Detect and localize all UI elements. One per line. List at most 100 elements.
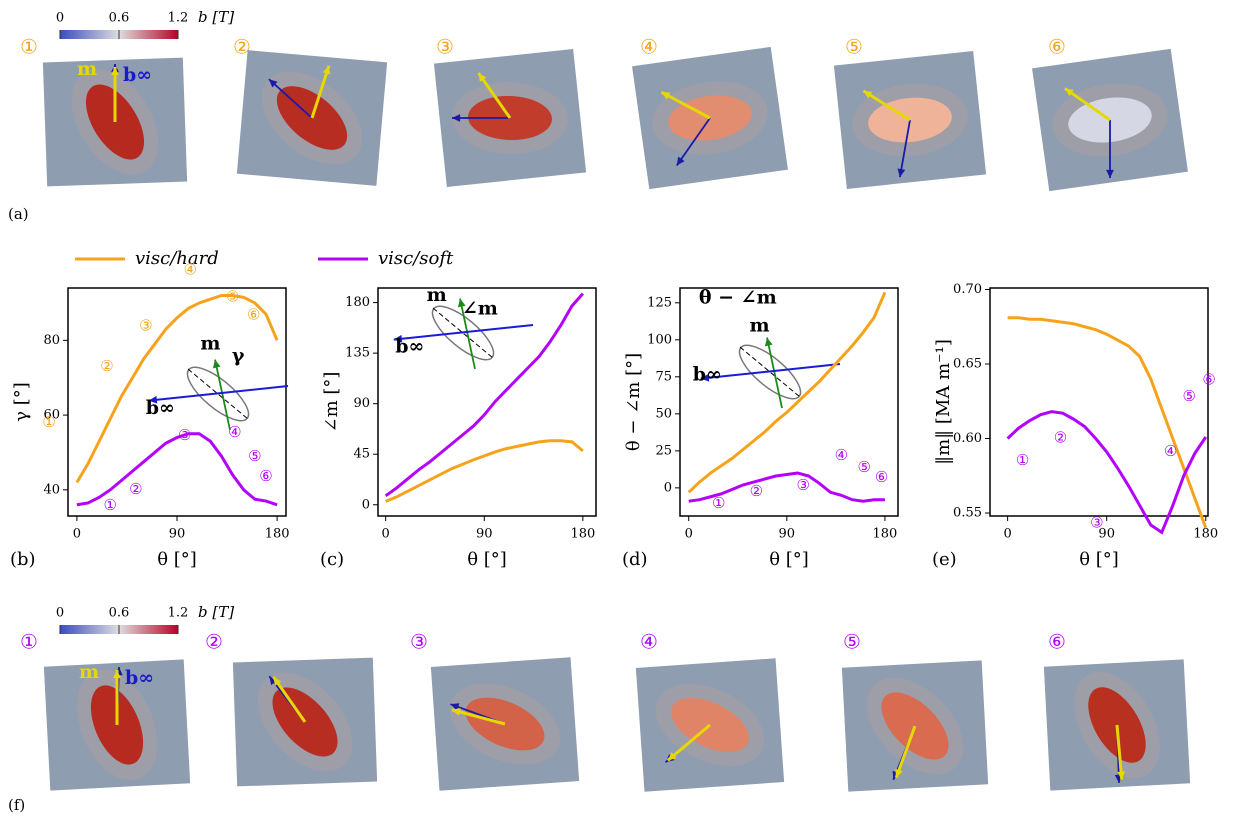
annotation: ② <box>1054 429 1067 447</box>
series-line <box>76 432 278 507</box>
y-tick-label: 60 <box>43 408 60 423</box>
annotation: m <box>750 314 770 336</box>
arrow-head <box>764 337 773 347</box>
arrow-shaft <box>268 78 313 119</box>
colorbar-label: b [T] <box>198 603 234 621</box>
x-axis-label: θ [°] <box>157 549 197 570</box>
series-line <box>385 439 584 503</box>
x-tick-label: 90 <box>1098 527 1115 542</box>
annotation: ⑥ <box>875 468 888 486</box>
step-number: ④ <box>640 35 658 59</box>
y-tick-label: 0 <box>664 480 672 495</box>
panel-label: (d) <box>622 549 648 570</box>
colorbar-tick-label: 0.6 <box>109 606 130 621</box>
y-tick-label: 25 <box>655 443 672 458</box>
arrow-shaft <box>700 363 841 380</box>
inset-axis <box>432 307 494 359</box>
arrow-shaft <box>894 725 917 779</box>
y-tick-label: 0.60 <box>953 431 982 446</box>
arrow-head <box>111 67 119 76</box>
y-tick-label: 0.55 <box>953 506 982 521</box>
panel-label: (f) <box>8 796 25 814</box>
panel-label: (b) <box>10 549 36 570</box>
arrow-shaft <box>393 324 534 341</box>
y-tick-label: 0.70 <box>953 282 982 297</box>
inset-axis <box>739 346 801 398</box>
arrow-head <box>863 90 873 99</box>
arrow-head <box>700 373 710 382</box>
series-line <box>1007 316 1208 529</box>
annotation: ① <box>104 496 117 514</box>
x-tick-label: 0 <box>73 527 81 542</box>
arrow-head <box>451 708 461 716</box>
arrow-head <box>1064 88 1074 97</box>
y-axis-label: ∠m [°] <box>321 372 342 433</box>
legend-label: visc/soft <box>378 248 454 269</box>
step-number: ② <box>205 630 223 654</box>
y-tick-label: 0.65 <box>953 357 982 372</box>
annotation: b∞ <box>146 397 175 419</box>
b-label: b∞ <box>123 64 152 86</box>
annotation: ④ <box>184 260 197 278</box>
y-tick-label: 80 <box>43 333 60 348</box>
arrow-shaft <box>675 117 711 167</box>
step-number: ③ <box>410 630 428 654</box>
m-label: m <box>79 661 99 683</box>
y-axis-label: γ [°] <box>11 382 32 422</box>
annotation: ⑤ <box>1183 387 1196 405</box>
arrow-head <box>661 92 671 100</box>
annotation: ② <box>750 482 763 500</box>
arrow-head <box>667 752 677 761</box>
annotation: m <box>200 332 220 354</box>
annotation: ⑥ <box>1202 370 1215 388</box>
plot-frame <box>679 287 899 517</box>
arrow-head <box>452 114 461 122</box>
step-number: ④ <box>640 630 658 654</box>
panel-label: (e) <box>932 549 957 570</box>
step-number: ⑤ <box>843 630 861 654</box>
y-tick-label: 135 <box>345 346 370 361</box>
colorbar-label: b [T] <box>198 8 234 26</box>
m-label: m <box>77 58 97 80</box>
annotation: γ <box>232 344 245 366</box>
series-line <box>687 291 887 494</box>
series-line <box>688 471 885 503</box>
arrow-shaft <box>1115 724 1124 780</box>
y-tick-label: 0 <box>362 497 370 512</box>
step-number: ① <box>20 630 38 654</box>
arrow-head <box>1106 169 1114 178</box>
panel-label: (a) <box>8 205 29 223</box>
y-tick-label: 100 <box>647 332 672 347</box>
annotation: ② <box>100 357 113 375</box>
annotation: ④ <box>835 446 848 464</box>
series-line <box>1006 410 1208 535</box>
arrow-head <box>457 298 466 308</box>
step-number: ⑥ <box>1048 630 1066 654</box>
colorbar-tick-label: 0 <box>56 11 64 26</box>
x-tick-label: 180 <box>1193 527 1218 542</box>
annotation: ② <box>129 480 142 498</box>
y-tick-label: 90 <box>353 396 370 411</box>
step-number: ① <box>20 35 38 59</box>
step-number: ② <box>233 35 251 59</box>
inset-axis <box>187 368 249 420</box>
colorbar-tick-label: 0.6 <box>109 11 130 26</box>
arrow-shaft <box>862 89 911 122</box>
annotation: m <box>427 284 447 306</box>
annotation: ① <box>712 494 725 512</box>
annotation: ④ <box>1164 442 1177 460</box>
x-tick-label: 0 <box>382 527 390 542</box>
arrow-shaft <box>666 723 711 762</box>
annotation: θ − ∠m <box>699 286 777 308</box>
annotation: ③ <box>139 316 152 334</box>
annotation: ∠m <box>462 297 498 319</box>
arrow-shaft <box>451 708 506 726</box>
arrow-shaft <box>1064 87 1111 122</box>
annotation: ⑤ <box>226 287 239 305</box>
arrow-head <box>269 676 278 686</box>
arrow-shaft <box>148 385 289 402</box>
arrow-head <box>393 334 403 343</box>
arrow-head <box>212 359 221 369</box>
series-line <box>75 293 279 484</box>
